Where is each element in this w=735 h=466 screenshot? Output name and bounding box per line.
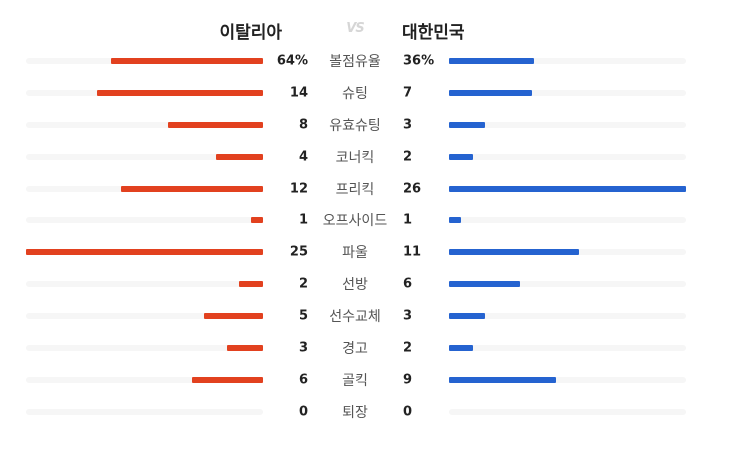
away-stat-bar <box>449 376 556 383</box>
home-stat-bar <box>239 281 263 288</box>
stat-label: 코너킥 <box>335 149 375 166</box>
away-bar-track <box>449 281 686 288</box>
stat-label: 퇴장 <box>342 404 368 421</box>
away-bar-track <box>449 408 686 415</box>
stat-label: 선방 <box>342 277 368 294</box>
home-stat-value: 5 <box>298 308 308 324</box>
away-stat-bar <box>449 89 532 96</box>
stat-row: 12 프리킥 26 <box>0 173 735 205</box>
stat-label: 골킥 <box>342 372 368 389</box>
home-team-name: 이탈리아 <box>219 23 282 43</box>
away-stat-value: 7 <box>403 85 413 101</box>
home-stat-value: 25 <box>289 244 308 260</box>
away-stat-value: 2 <box>403 340 413 356</box>
home-stat-bar <box>215 153 263 160</box>
away-bar-track <box>449 217 686 224</box>
stat-row: 2 선방 6 <box>0 268 735 300</box>
away-stat-value: 3 <box>403 117 413 133</box>
away-stat-value: 3 <box>403 308 413 324</box>
away-stat-value: 36% <box>403 53 435 69</box>
vs-label: VS <box>346 21 364 36</box>
stat-label: 슈팅 <box>342 85 368 102</box>
stat-row: 0 퇴장 0 <box>0 396 735 428</box>
stat-row: 5 선수교체 3 <box>0 300 735 332</box>
away-stat-bar <box>449 249 580 256</box>
stat-row: 8 유효슈팅 3 <box>0 109 735 141</box>
home-bar-track <box>26 217 263 224</box>
match-header: 이탈리아 VS 대한민국 <box>0 18 735 44</box>
home-stat-value: 64% <box>276 53 308 69</box>
stat-row: 25 파울 11 <box>0 236 735 268</box>
away-bar-track <box>449 153 686 160</box>
away-stat-bar <box>449 121 485 128</box>
away-stat-value: 2 <box>403 149 413 165</box>
home-stat-bar <box>251 217 263 224</box>
away-stat-value: 6 <box>403 276 413 292</box>
home-bar-track <box>26 57 263 64</box>
away-stat-value: 1 <box>403 212 413 228</box>
stat-row: 14 슈팅 7 <box>0 77 735 109</box>
stat-label: 프리킥 <box>335 181 375 198</box>
stat-label: 오프사이드 <box>322 213 388 230</box>
stat-label: 볼점유율 <box>329 53 381 70</box>
away-stat-bar <box>449 217 461 224</box>
home-stat-value: 14 <box>289 85 308 101</box>
home-stat-bar <box>191 376 263 383</box>
stats-list: 64% 볼점유율 36% 14 슈팅 7 8 유효슈팅 3 4 코너킥 2 12 프리킥 26 1 오프사이드 1… <box>0 45 735 428</box>
home-stat-value: 0 <box>298 404 308 420</box>
away-stat-bar <box>449 153 473 160</box>
away-bar-track <box>449 376 686 383</box>
stat-row: 64% 볼점유율 36% <box>0 45 735 77</box>
away-stat-bar <box>449 281 521 288</box>
home-stat-bar <box>111 57 263 64</box>
home-stat-bar <box>227 344 263 351</box>
stat-label: 경고 <box>342 340 368 357</box>
home-bar-track <box>26 121 263 128</box>
stat-row: 6 골킥 9 <box>0 364 735 396</box>
home-stat-value: 12 <box>289 181 308 196</box>
away-bar-track <box>449 313 686 320</box>
away-stat-bar <box>449 57 535 64</box>
away-bar-track <box>449 249 686 256</box>
away-stat-value: 0 <box>403 404 413 420</box>
home-bar-track <box>26 376 263 383</box>
away-bar-track <box>449 344 686 351</box>
stat-row: 3 경고 2 <box>0 332 735 364</box>
home-bar-track <box>26 185 263 192</box>
home-bar-track <box>26 89 263 96</box>
home-bar-track <box>26 313 263 320</box>
away-stat-value: 26 <box>403 181 422 196</box>
home-bar-track <box>26 153 263 160</box>
away-bar-track <box>449 121 686 128</box>
away-bar-track <box>449 185 686 192</box>
stat-row: 1 오프사이드 1 <box>0 204 735 236</box>
home-stat-bar <box>97 89 263 96</box>
home-stat-bar <box>203 313 263 320</box>
away-stat-value: 11 <box>403 244 422 260</box>
away-bar-track <box>449 57 686 64</box>
away-stat-bar <box>449 185 686 192</box>
home-bar-track <box>26 408 263 415</box>
away-team-name: 대한민국 <box>402 23 465 43</box>
away-stat-bar <box>449 344 473 351</box>
home-stat-bar <box>168 121 263 128</box>
stat-label: 파울 <box>342 245 368 262</box>
home-stat-value: 6 <box>298 372 308 388</box>
stat-label: 선수교체 <box>329 309 381 326</box>
home-stat-value: 4 <box>298 149 308 165</box>
home-stat-bar <box>26 249 263 256</box>
away-stat-value: 9 <box>403 372 413 388</box>
home-stat-bar <box>120 185 263 192</box>
home-stat-value: 8 <box>298 117 308 133</box>
away-bar-track <box>449 89 686 96</box>
home-stat-value: 2 <box>298 276 308 292</box>
home-bar-track <box>26 249 263 256</box>
home-stat-value: 3 <box>298 340 308 356</box>
home-bar-track <box>26 344 263 351</box>
stat-row: 4 코너킥 2 <box>0 141 735 173</box>
away-stat-bar <box>449 313 485 320</box>
stat-label: 유효슈팅 <box>329 117 381 134</box>
home-stat-value: 1 <box>298 212 308 228</box>
home-bar-track <box>26 281 263 288</box>
